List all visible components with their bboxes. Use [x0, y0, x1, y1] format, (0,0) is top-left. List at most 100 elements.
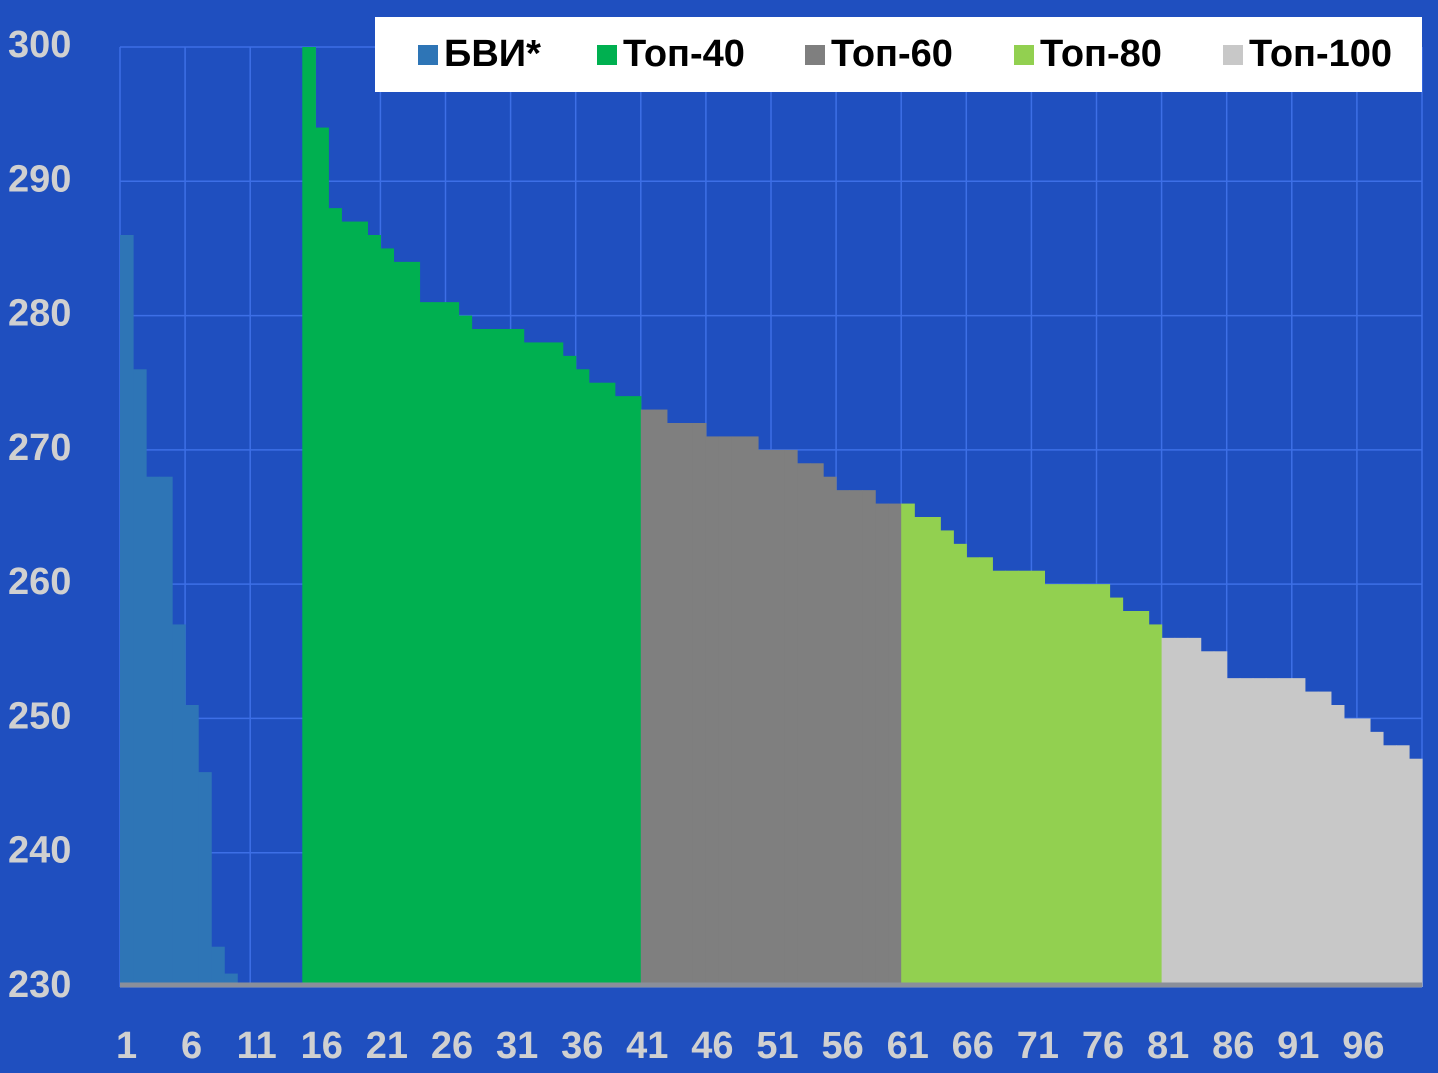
x-tick-label: 61 — [887, 1025, 929, 1067]
bar — [1317, 691, 1332, 987]
bar — [1278, 678, 1293, 987]
bar — [1070, 584, 1085, 987]
bar — [328, 208, 342, 988]
x-tick-label: 46 — [691, 1025, 733, 1067]
bar — [771, 449, 785, 987]
bar — [1343, 718, 1358, 987]
legend-swatch — [805, 45, 825, 65]
x-tick-label: 66 — [952, 1025, 994, 1067]
bar — [1265, 678, 1280, 987]
bar — [1083, 584, 1098, 987]
bar — [653, 409, 668, 988]
bar — [1109, 597, 1124, 987]
bar — [133, 369, 147, 987]
bar — [510, 329, 525, 987]
y-tick-label: 230 — [8, 964, 71, 1006]
bar — [744, 436, 759, 987]
bar — [1330, 705, 1345, 987]
bar — [302, 47, 316, 987]
bar — [1187, 637, 1202, 987]
bar — [575, 369, 590, 987]
bar — [1291, 678, 1306, 987]
bar — [1369, 731, 1384, 987]
bar — [1005, 570, 1019, 987]
bar — [1031, 570, 1046, 987]
bar — [1148, 624, 1163, 987]
bar — [1018, 570, 1032, 987]
y-tick-label: 240 — [8, 830, 71, 872]
bar — [419, 302, 434, 988]
x-tick-label: 41 — [626, 1025, 668, 1067]
bar — [1200, 651, 1215, 987]
bar — [1057, 584, 1072, 987]
y-tick-label: 280 — [8, 293, 71, 335]
bar — [549, 342, 564, 987]
bar — [445, 302, 460, 988]
bar — [1044, 584, 1059, 987]
bar — [888, 503, 902, 987]
x-tick-label: 6 — [181, 1025, 202, 1067]
bar — [705, 436, 720, 987]
bar — [588, 382, 603, 987]
bar — [484, 329, 499, 987]
bar — [354, 221, 368, 988]
bar — [953, 543, 967, 987]
bar — [823, 476, 837, 987]
x-tick-label: 56 — [821, 1025, 863, 1067]
x-tick-label: 21 — [366, 1025, 408, 1067]
bar — [757, 449, 772, 987]
x-tick-label: 86 — [1212, 1025, 1254, 1067]
bar — [497, 329, 512, 987]
bar — [992, 570, 1006, 987]
y-tick-label: 270 — [8, 427, 71, 469]
bar — [627, 396, 642, 988]
bar — [914, 517, 928, 987]
bar — [784, 449, 798, 987]
bar — [1135, 611, 1150, 987]
bar — [692, 423, 707, 987]
legend-label: Топ-80 — [1040, 33, 1162, 75]
legend-label: Топ-60 — [831, 33, 953, 75]
legend-swatch — [1014, 45, 1034, 65]
bar — [666, 423, 681, 987]
bar — [797, 463, 811, 987]
bar — [927, 517, 941, 987]
x-tick-label: 11 — [237, 1025, 277, 1067]
x-tick-label: 91 — [1277, 1025, 1319, 1067]
x-tick-label: 31 — [496, 1025, 538, 1067]
legend-label: Топ-40 — [623, 33, 745, 75]
bar — [120, 235, 134, 987]
bar — [849, 490, 863, 987]
y-tick-label: 250 — [8, 695, 71, 737]
bar — [1408, 758, 1423, 987]
legend-swatch — [1223, 45, 1243, 65]
bar — [211, 946, 225, 987]
x-tick-label: 16 — [301, 1025, 343, 1067]
bar — [393, 261, 408, 987]
bar — [1226, 678, 1241, 987]
bar — [1304, 691, 1319, 987]
bar — [862, 490, 876, 987]
bar — [172, 624, 186, 987]
bar — [601, 382, 616, 987]
bar — [1356, 718, 1371, 987]
bar — [940, 530, 954, 987]
bar — [810, 463, 824, 987]
bar — [458, 315, 473, 988]
x-tick-label: 71 — [1017, 1025, 1059, 1067]
bar — [185, 705, 199, 987]
bar — [1122, 611, 1137, 987]
y-tick-label: 300 — [8, 24, 71, 66]
bar — [315, 127, 329, 988]
legend-swatch — [597, 45, 617, 65]
x-tick-label: 26 — [431, 1025, 473, 1067]
bar — [198, 772, 212, 987]
bar — [836, 490, 850, 987]
bar — [432, 302, 447, 988]
bar — [406, 261, 421, 987]
y-tick-label: 290 — [8, 158, 71, 200]
x-tick-label: 76 — [1082, 1025, 1124, 1067]
y-tick-label: 260 — [8, 561, 71, 603]
bar — [614, 396, 629, 988]
